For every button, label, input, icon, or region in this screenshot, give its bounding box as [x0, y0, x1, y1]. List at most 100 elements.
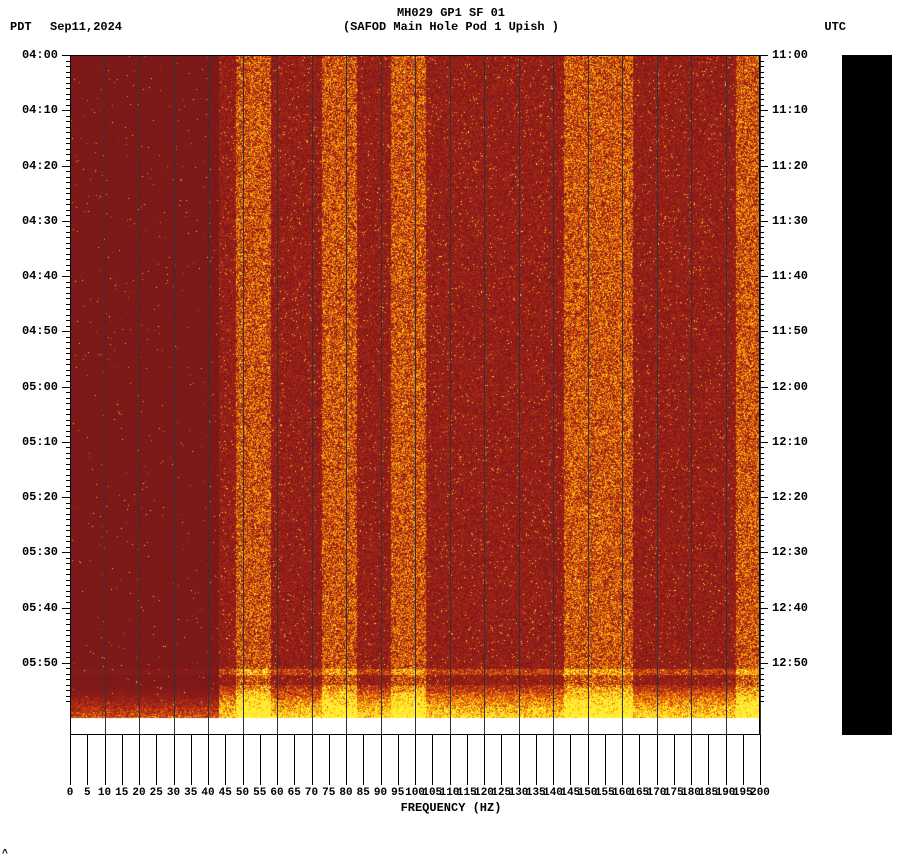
- y-minor-tick-right: [760, 398, 764, 399]
- y-tick-right: 12:30: [772, 545, 808, 559]
- y-minor-tick-right: [760, 519, 764, 520]
- y-tick-right: 11:50: [772, 324, 808, 338]
- y-minor-tick-right: [760, 525, 764, 526]
- y-minor-tick-right: [760, 491, 764, 492]
- y-minor-tick-right: [760, 657, 764, 658]
- y-tick-right: 12:20: [772, 490, 808, 504]
- x-tickmark: [622, 735, 623, 785]
- y-minor-tick-left: [66, 475, 70, 476]
- y-minor-tick-left: [66, 403, 70, 404]
- y-tickmark-left: [62, 221, 70, 222]
- y-minor-tick-left: [66, 696, 70, 697]
- y-minor-tick-left: [66, 364, 70, 365]
- y-minor-tick-right: [760, 342, 764, 343]
- y-minor-tick-left: [66, 414, 70, 415]
- y-minor-tick-left: [66, 304, 70, 305]
- x-tickmark: [191, 735, 192, 785]
- y-minor-tick-right: [760, 541, 764, 542]
- y-minor-tick-left: [66, 232, 70, 233]
- y-minor-tick-right: [760, 282, 764, 283]
- y-minor-tick-left: [66, 591, 70, 592]
- y-minor-tick-right: [760, 182, 764, 183]
- y-minor-tick-right: [760, 348, 764, 349]
- spectrogram-canvas: [70, 55, 760, 735]
- y-minor-tick-right: [760, 409, 764, 410]
- y-minor-tick-left: [66, 674, 70, 675]
- y-minor-tick-left: [66, 574, 70, 575]
- y-minor-tick-left: [66, 690, 70, 691]
- x-axis-label: FREQUENCY (HZ): [0, 801, 902, 815]
- y-minor-tick-left: [66, 519, 70, 520]
- x-tickmark: [726, 735, 727, 785]
- x-tickmark: [381, 735, 382, 785]
- x-tickmark: [450, 735, 451, 785]
- y-minor-tick-left: [66, 237, 70, 238]
- y-minor-tick-left: [66, 701, 70, 702]
- y-minor-tick-right: [760, 420, 764, 421]
- y-minor-tick-left: [66, 121, 70, 122]
- y-tick-left: 04:10: [2, 103, 58, 117]
- y-tickmark-left: [62, 552, 70, 553]
- y-minor-tick-right: [760, 652, 764, 653]
- y-minor-tick-right: [760, 431, 764, 432]
- y-tickmark-left: [62, 387, 70, 388]
- y-minor-tick-right: [760, 193, 764, 194]
- y-minor-tick-left: [66, 679, 70, 680]
- x-tickmark: [536, 735, 537, 785]
- y-minor-tick-left: [66, 563, 70, 564]
- y-minor-tick-left: [66, 315, 70, 316]
- x-tick-label: 75: [322, 787, 335, 799]
- y-minor-tick-right: [760, 480, 764, 481]
- y-tickmark-right: [760, 55, 768, 56]
- y-minor-tick-left: [66, 596, 70, 597]
- x-tickmark: [398, 735, 399, 785]
- y-minor-tick-left: [66, 320, 70, 321]
- y-minor-tick-right: [760, 61, 764, 62]
- y-minor-tick-left: [66, 353, 70, 354]
- x-tick-label: 45: [219, 787, 232, 799]
- y-minor-tick-right: [760, 199, 764, 200]
- y-minor-tick-right: [760, 83, 764, 84]
- x-tickmark: [743, 735, 744, 785]
- y-minor-tick-left: [66, 668, 70, 669]
- y-tick-left: 05:20: [2, 490, 58, 504]
- y-minor-tick-right: [760, 619, 764, 620]
- y-tickmark-left: [62, 331, 70, 332]
- y-tickmark-right: [760, 552, 768, 553]
- y-minor-tick-right: [760, 287, 764, 288]
- y-minor-tick-right: [760, 215, 764, 216]
- y-minor-tick-left: [66, 657, 70, 658]
- y-minor-tick-right: [760, 154, 764, 155]
- y-minor-tick-right: [760, 99, 764, 100]
- y-minor-tick-left: [66, 436, 70, 437]
- y-minor-tick-right: [760, 569, 764, 570]
- x-tickmark: [87, 735, 88, 785]
- y-minor-tick-right: [760, 210, 764, 211]
- y-minor-tick-right: [760, 690, 764, 691]
- y-minor-tick-right: [760, 635, 764, 636]
- chart-header: PDT Sep11,2024 MH029 GP1 SF 01 (SAFOD Ma…: [0, 6, 902, 46]
- y-tick-left: 05:50: [2, 656, 58, 670]
- y-minor-tick-right: [760, 298, 764, 299]
- x-tick-label: 85: [357, 787, 370, 799]
- y-tick-left: 05:30: [2, 545, 58, 559]
- y-minor-tick-left: [66, 72, 70, 73]
- y-tick-right: 12:40: [772, 601, 808, 615]
- y-minor-tick-left: [66, 282, 70, 283]
- y-tick-left: 05:40: [2, 601, 58, 615]
- y-minor-tick-right: [760, 132, 764, 133]
- y-minor-tick-right: [760, 696, 764, 697]
- y-minor-tick-right: [760, 160, 764, 161]
- y-minor-tick-right: [760, 701, 764, 702]
- y-minor-tick-left: [66, 630, 70, 631]
- y-minor-tick-right: [760, 536, 764, 537]
- y-minor-tick-right: [760, 381, 764, 382]
- x-tickmark: [312, 735, 313, 785]
- x-tick-label: 15: [115, 787, 128, 799]
- y-minor-tick-right: [760, 265, 764, 266]
- y-tickmark-right: [760, 110, 768, 111]
- x-tick-label: 40: [201, 787, 214, 799]
- y-minor-tick-left: [66, 154, 70, 155]
- y-minor-tick-left: [66, 204, 70, 205]
- y-minor-tick-left: [66, 77, 70, 78]
